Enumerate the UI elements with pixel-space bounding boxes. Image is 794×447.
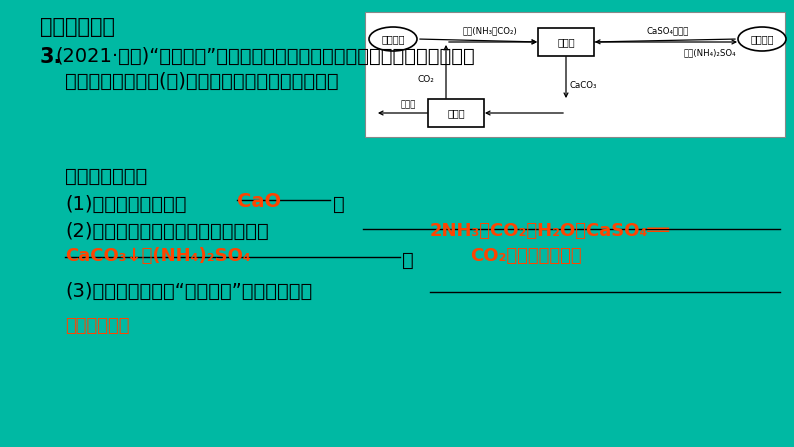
Text: 退流程体排放: 退流程体排放: [65, 317, 129, 335]
Text: CaCO₃↓＋(NH₄)₂SO₄: CaCO₃↓＋(NH₄)₂SO₄: [65, 247, 251, 265]
FancyBboxPatch shape: [538, 28, 594, 56]
Text: 煅烧炉: 煅烧炉: [447, 108, 464, 118]
Text: 2NH₃＋CO₂＋H₂O＋CaSO₄══: 2NH₃＋CO₂＋H₂O＋CaSO₄══: [430, 222, 670, 240]
Text: 回答下列问题：: 回答下列问题：: [65, 167, 147, 186]
Ellipse shape: [369, 27, 417, 51]
Text: 二、非选择题: 二、非选择题: [40, 17, 115, 37]
Text: (2021·德阳)“绿色化学”是化工产生中的重要理念。下图为利用尿素工厂废: (2021·德阳)“绿色化学”是化工产生中的重要理念。下图为利用尿素工厂废: [55, 47, 475, 66]
Text: 废气(NH₃和CO₂): 废气(NH₃和CO₂): [463, 26, 518, 35]
FancyBboxPatch shape: [428, 99, 484, 127]
Text: 副产品: 副产品: [400, 100, 416, 109]
Text: 。: 。: [402, 251, 414, 270]
Text: CaSO₄悬浊液: CaSO₄悬浊液: [647, 26, 689, 35]
Ellipse shape: [738, 27, 786, 51]
Text: 气和磷酸工厂废渣(液)联合生产硫酸钙的工艺流程。: 气和磷酸工厂废渣(液)联合生产硫酸钙的工艺流程。: [65, 72, 338, 91]
Text: CaCO₃: CaCO₃: [570, 80, 598, 89]
Text: 尿素工厂: 尿素工厂: [381, 34, 405, 44]
Text: 产品(NH₄)₂SO₄: 产品(NH₄)₂SO₄: [684, 48, 736, 57]
Text: CO₂循环利用，减少: CO₂循环利用，减少: [470, 247, 582, 265]
Text: CaO: CaO: [237, 192, 281, 211]
Text: 。: 。: [333, 195, 345, 214]
FancyBboxPatch shape: [365, 12, 785, 137]
Text: (3)工艺流程中体现“绿色化学”理念的设计有: (3)工艺流程中体现“绿色化学”理念的设计有: [65, 282, 312, 301]
Text: CO₂: CO₂: [417, 76, 434, 84]
Text: 磷肥工厂: 磷肥工厂: [750, 34, 773, 44]
Text: 沉淀池: 沉淀池: [557, 37, 575, 47]
Text: 3.: 3.: [40, 47, 63, 67]
Text: (2)沉淀池中发生反应的化学方程式为: (2)沉淀池中发生反应的化学方程式为: [65, 222, 268, 241]
Text: (1)副产品的化学式为: (1)副产品的化学式为: [65, 195, 187, 214]
